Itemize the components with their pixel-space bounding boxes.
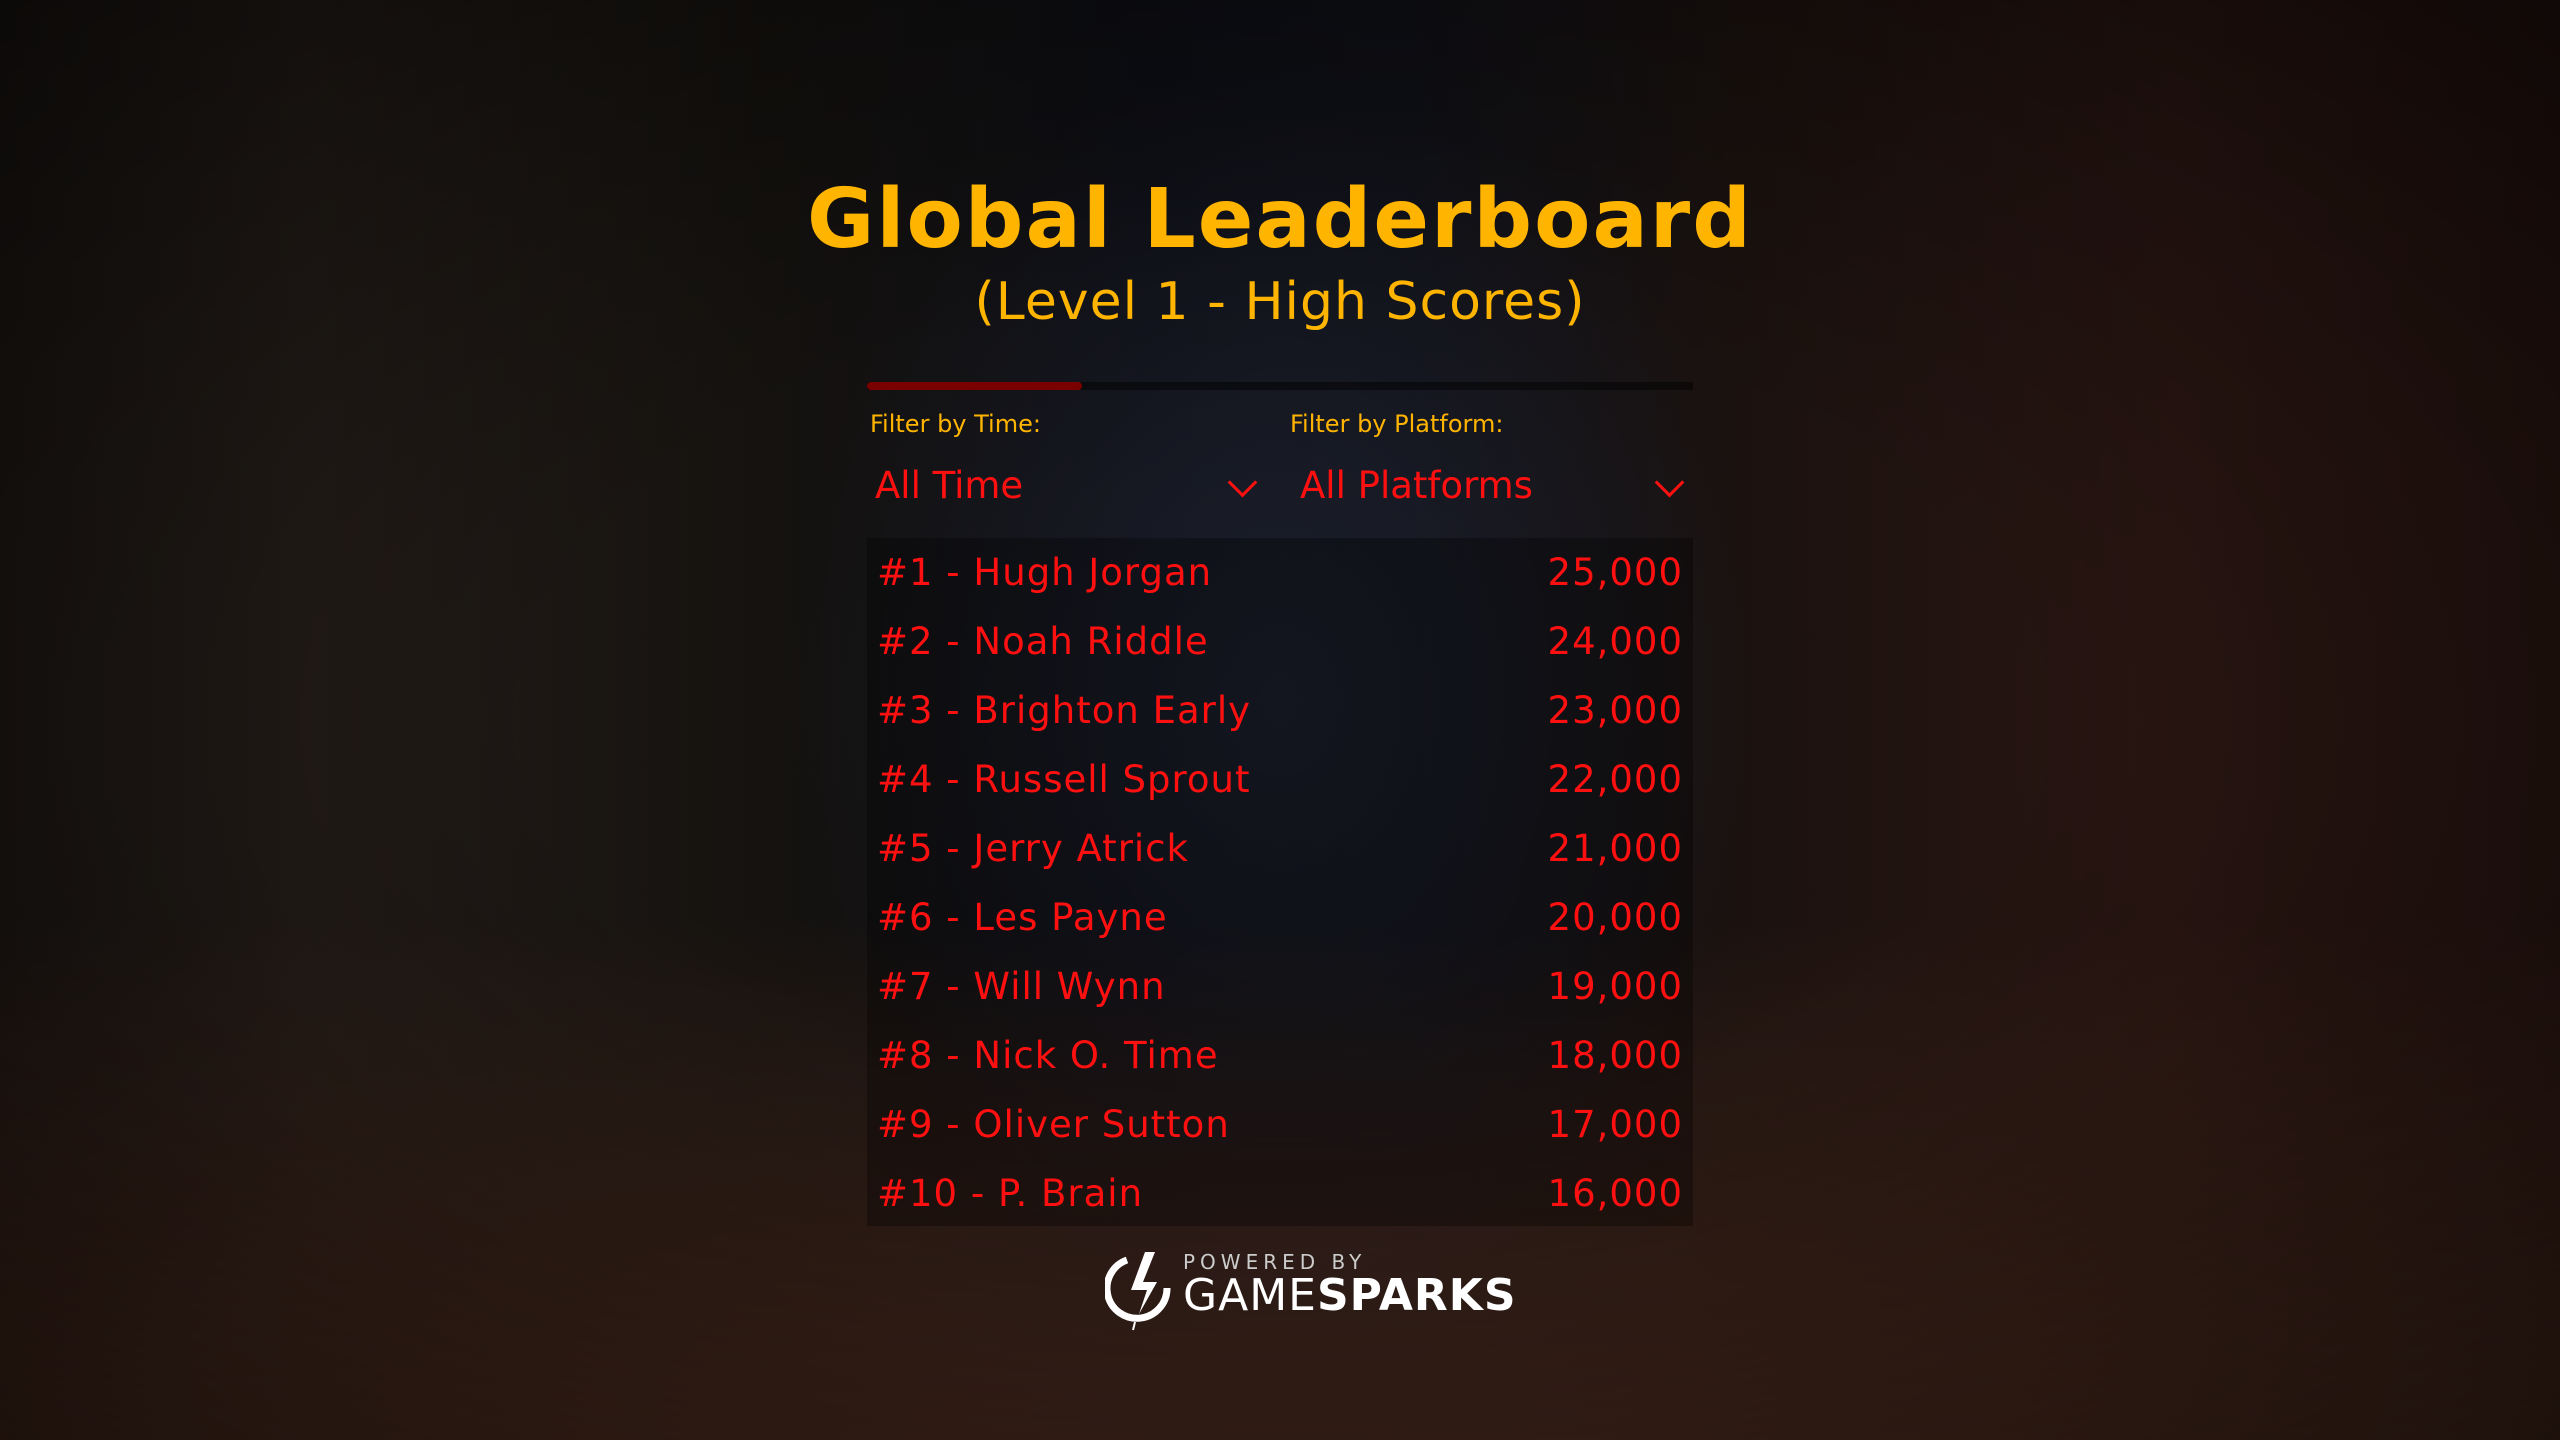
leaderboard-row: #2 - Noah Riddle 24,000 xyxy=(867,607,1693,676)
player-score: 18,000 xyxy=(1547,1034,1683,1077)
player-score: 17,000 xyxy=(1547,1103,1683,1146)
player-name: #9 - Oliver Sutton xyxy=(877,1103,1230,1146)
player-name: #6 - Les Payne xyxy=(877,896,1168,939)
gamesparks-bolt-icon xyxy=(1103,1252,1171,1331)
page-title: Global Leaderboard xyxy=(807,172,1753,267)
loading-bar-fill xyxy=(867,382,1082,390)
leaderboard-row: #3 - Brighton Early 23,000 xyxy=(867,676,1693,745)
filter-platform-value: All Platforms xyxy=(1300,464,1533,507)
leaderboard-row: #6 - Les Payne 20,000 xyxy=(867,883,1693,952)
chevron-down-icon xyxy=(1227,467,1258,498)
player-score: 21,000 xyxy=(1547,827,1683,870)
filter-platform-dropdown[interactable]: All Platforms xyxy=(1300,458,1685,514)
leaderboard-row: #4 - Russell Sprout 22,000 xyxy=(867,745,1693,814)
logo-sparks-text: SPARKS xyxy=(1316,1270,1517,1321)
leaderboard-row: #8 - Nick O. Time 18,000 xyxy=(867,1021,1693,1090)
gamesparks-logo: POWERED BY GAMESPARKS xyxy=(1103,1248,1516,1338)
filter-time-value: All Time xyxy=(875,464,1024,507)
filter-time-dropdown[interactable]: All Time xyxy=(875,458,1258,514)
loading-bar xyxy=(867,382,1693,390)
player-score: 25,000 xyxy=(1547,551,1683,594)
leaderboard-row: #1 - Hugh Jorgan 25,000 xyxy=(867,538,1693,607)
player-name: #1 - Hugh Jorgan xyxy=(877,551,1213,594)
player-name: #2 - Noah Riddle xyxy=(877,620,1209,663)
leaderboard-row: #10 - P. Brain 16,000 xyxy=(867,1159,1693,1228)
player-score: 22,000 xyxy=(1547,758,1683,801)
chevron-down-icon xyxy=(1654,467,1685,498)
player-score: 19,000 xyxy=(1547,965,1683,1008)
player-score: 16,000 xyxy=(1547,1172,1683,1215)
player-name: #4 - Russell Sprout xyxy=(877,758,1251,801)
page-subtitle: (Level 1 - High Scores) xyxy=(974,272,1586,332)
player-name: #5 - Jerry Atrick xyxy=(877,827,1189,870)
leaderboard-row: #9 - Oliver Sutton 17,000 xyxy=(867,1090,1693,1159)
player-score: 23,000 xyxy=(1547,689,1683,732)
player-name: #3 - Brighton Early xyxy=(877,689,1252,732)
player-name: #10 - P. Brain xyxy=(877,1172,1144,1215)
filter-platform-label: Filter by Platform: xyxy=(1290,410,1504,438)
player-score: 20,000 xyxy=(1547,896,1683,939)
player-name: #7 - Will Wynn xyxy=(877,965,1166,1008)
filter-time-label: Filter by Time: xyxy=(870,410,1041,438)
leaderboard-row: #7 - Will Wynn 19,000 xyxy=(867,952,1693,1021)
leaderboard-row: #5 - Jerry Atrick 21,000 xyxy=(867,814,1693,883)
player-score: 24,000 xyxy=(1547,620,1683,663)
leaderboard-list: #1 - Hugh Jorgan 25,000 #2 - Noah Riddle 24… xyxy=(867,538,1693,1226)
logo-game-text: GAME xyxy=(1183,1270,1317,1321)
player-name: #8 - Nick O. Time xyxy=(877,1034,1219,1077)
powered-by-text: POWERED BY xyxy=(1183,1250,1367,1274)
